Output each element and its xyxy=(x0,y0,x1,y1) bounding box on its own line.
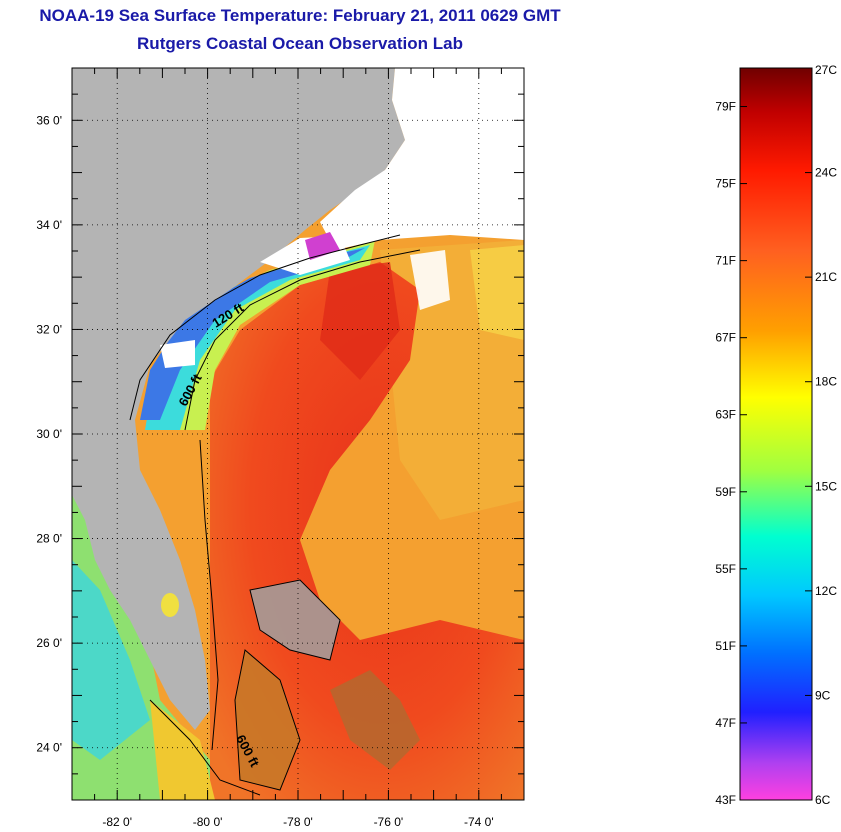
cold-coastal-pocket xyxy=(305,232,340,260)
map-title: NOAA-19 Sea Surface Temperature: Februar… xyxy=(39,6,561,25)
lat-tick-label: 26 0' xyxy=(36,636,62,650)
colorbar-labels: 43F 47F 51F 55F 59F 63F 67F 71F 75F 79F 6C 9C 12C 15C… xyxy=(715,63,837,807)
lat-tick-label: 36 0' xyxy=(36,113,62,127)
lon-tick-label: -74 0' xyxy=(464,815,494,829)
colorbar-c-label: 27C xyxy=(815,63,837,77)
lon-tick-label: -76 0' xyxy=(374,815,404,829)
colorbar-f-label: 71F xyxy=(715,254,736,268)
colorbar-c-label: 21C xyxy=(815,270,837,284)
great-bahama-bank xyxy=(235,650,300,790)
gulf-stream-core xyxy=(320,262,400,380)
contour-600ft xyxy=(184,249,421,431)
lat-tick-label: 24 0' xyxy=(36,741,62,755)
contour-bahama-bank xyxy=(249,579,341,661)
little-bahama-bank xyxy=(250,580,340,660)
gulf-stream xyxy=(210,262,524,800)
contour-great-bahama-bank xyxy=(234,649,301,791)
cloud-patch-small xyxy=(160,340,195,368)
colorbar-c-label: 15C xyxy=(815,479,837,493)
map-axis-labels: -82 0' -80 0' -78 0' -76 0' -74 0' 36 0' 34 0'… xyxy=(36,113,493,829)
lat-tick-label: 32 0' xyxy=(36,322,62,336)
map-subtitle: Rutgers Coastal Ocean Observation Lab xyxy=(137,34,463,53)
colorbar-f-label: 67F xyxy=(715,331,736,345)
map-grid xyxy=(72,68,524,800)
us-land xyxy=(72,68,405,730)
lat-tick-label: 34 0' xyxy=(36,218,62,232)
lon-tick-label: -82 0' xyxy=(102,815,132,829)
cloud-cover-north xyxy=(320,68,524,250)
colorbar-f-label: 43F xyxy=(715,793,736,807)
colorbar-c-label: 24C xyxy=(815,166,837,180)
colorbar-f-label: 55F xyxy=(715,562,736,576)
colorbar-f-label: 75F xyxy=(715,177,736,191)
colorbar xyxy=(739,67,813,801)
keys-shelf xyxy=(150,700,215,800)
shelf-warm-band xyxy=(150,240,375,430)
bahamas-islands xyxy=(330,670,420,770)
colorbar-ticks xyxy=(740,67,812,801)
lat-tick-label: 30 0' xyxy=(36,427,62,441)
lake-okeechobee xyxy=(161,593,179,617)
gulf-shelf-cool xyxy=(72,560,150,760)
colorbar-c-label: 9C xyxy=(815,688,831,702)
colorbar-f-label: 51F xyxy=(715,639,736,653)
offshore-cool-patch xyxy=(470,245,524,340)
contour-600ft-florida xyxy=(199,439,219,751)
colorbar-c-label: 6C xyxy=(815,793,831,807)
lon-tick-label: -80 0' xyxy=(193,815,223,829)
colorbar-f-label: 47F xyxy=(715,716,736,730)
contour-keys xyxy=(149,699,261,796)
cloud-patch xyxy=(410,250,450,310)
lat-tick-label: 28 0' xyxy=(36,532,62,546)
shelf-cold-band xyxy=(140,248,365,420)
contour-120ft xyxy=(129,234,401,421)
colorbar-f-label: 63F xyxy=(715,408,736,422)
colorbar-f-label: 59F xyxy=(715,485,736,499)
colorbar-c-label: 18C xyxy=(815,375,837,389)
lon-tick-label: -78 0' xyxy=(283,815,313,829)
map-axis-ticks xyxy=(71,67,525,801)
colorbar-f-label: 79F xyxy=(715,100,736,114)
colorbar-c-label: 12C xyxy=(815,584,837,598)
